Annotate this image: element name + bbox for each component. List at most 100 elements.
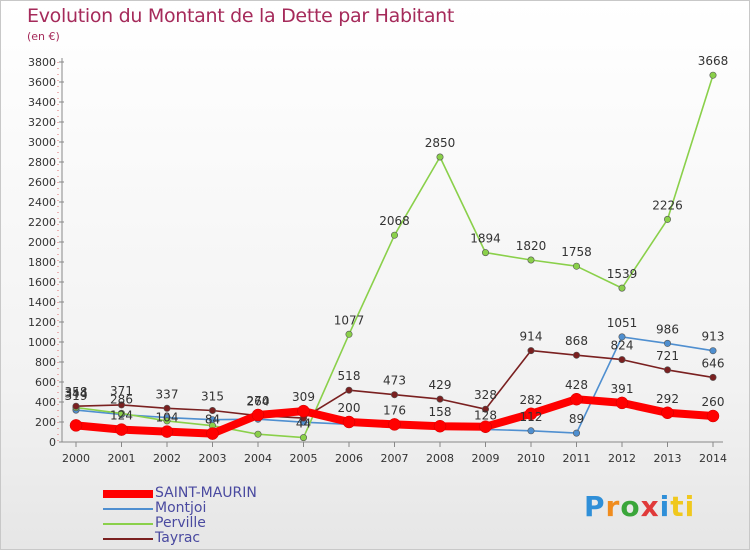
y-tick-label: 2800	[28, 156, 56, 169]
data-point	[572, 351, 580, 359]
data-point	[299, 434, 307, 442]
data-label: 319	[65, 389, 88, 403]
x-tick-label: 2014	[699, 452, 727, 465]
data-label: 124	[110, 409, 133, 423]
data-label: 868	[565, 334, 588, 348]
data-point	[481, 249, 489, 257]
data-label: 986	[656, 322, 679, 336]
data-label: 391	[611, 382, 634, 396]
legend-label: Montjoi	[155, 500, 207, 516]
legend-label: Perville	[155, 515, 206, 531]
proxiti-logo[interactable]: Proxiti	[584, 490, 696, 523]
data-label: 824	[611, 339, 634, 353]
x-tick-label: 2007	[381, 452, 409, 465]
data-point	[163, 404, 171, 412]
data-point	[342, 415, 356, 429]
data-point	[390, 231, 398, 239]
data-label: 344	[65, 387, 88, 401]
y-tick-label: 3800	[28, 56, 56, 69]
x-tick-label: 2011	[563, 452, 591, 465]
legend-label: Tayrac	[155, 530, 201, 546]
legend-item-perville[interactable]: Perville	[103, 515, 363, 531]
data-label: 264	[247, 395, 270, 409]
data-label: 429	[429, 378, 452, 392]
legend-item-montjoi[interactable]: Montjoi	[103, 500, 363, 516]
y-tick-label: 200	[35, 416, 56, 429]
x-tick-label: 2010	[517, 452, 545, 465]
data-point	[709, 347, 717, 355]
data-label: 104	[156, 411, 179, 425]
y-tick-label: 2000	[28, 236, 56, 249]
data-point	[618, 333, 626, 341]
data-point	[254, 430, 262, 438]
data-label: 1539	[607, 267, 638, 281]
data-label: 286	[110, 392, 133, 406]
data-label: 89	[569, 412, 584, 426]
y-tick-label: 2400	[28, 196, 56, 209]
data-label: 2850	[425, 136, 456, 150]
y-tick-label: 3000	[28, 136, 56, 149]
data-point	[527, 427, 535, 435]
data-point	[527, 347, 535, 355]
data-point	[663, 366, 671, 374]
legend-swatch-tayrac	[103, 538, 153, 540]
data-label: 1758	[561, 245, 592, 259]
data-label: 914	[520, 330, 543, 344]
legend-item-tayrac[interactable]: Tayrac	[103, 530, 363, 546]
y-tick-label: 3200	[28, 116, 56, 129]
data-label: 200	[338, 401, 361, 415]
data-label: 2068	[379, 214, 410, 228]
data-label: 128	[474, 408, 497, 422]
x-tick-label: 2009	[472, 452, 500, 465]
x-tick-label: 2004	[244, 452, 272, 465]
legend: SAINT-MAURIN Montjoi Perville Tayrac	[103, 485, 363, 546]
x-tick-label: 2000	[62, 452, 90, 465]
data-label: 84	[205, 413, 220, 427]
data-label: 328	[474, 388, 497, 402]
data-label: 44	[296, 417, 311, 431]
data-label: 270	[247, 394, 270, 408]
y-tick-label: 2200	[28, 216, 56, 229]
legend-swatch-montjoi	[103, 508, 153, 510]
legend-item-saint-maurin[interactable]: SAINT-MAURIN	[103, 485, 363, 501]
data-label: 282	[520, 393, 543, 407]
data-point	[572, 262, 580, 270]
data-label: 337	[156, 387, 179, 401]
data-label: 518	[338, 369, 361, 383]
y-tick-label: 800	[35, 356, 56, 369]
x-tick-label: 2012	[608, 452, 636, 465]
data-label: 646	[702, 356, 725, 370]
data-point	[69, 419, 83, 432]
data-point	[709, 71, 717, 79]
data-point	[297, 404, 310, 418]
data-point	[663, 215, 671, 223]
data-point	[618, 356, 626, 364]
data-label: 309	[292, 390, 315, 404]
data-point	[345, 386, 353, 394]
data-point	[527, 256, 535, 264]
data-label: 473	[383, 374, 406, 388]
data-label: 371	[110, 384, 133, 398]
data-point	[118, 409, 126, 417]
data-point	[481, 405, 489, 413]
x-tick-label: 2013	[654, 452, 682, 465]
data-point	[709, 373, 717, 381]
data-point	[618, 284, 626, 292]
data-label: 315	[201, 390, 224, 404]
x-tick-label: 2001	[108, 452, 136, 465]
data-point	[345, 330, 353, 338]
data-point	[524, 407, 538, 421]
data-label: 1894	[470, 232, 501, 246]
chart-unit: (en €)	[27, 30, 60, 43]
y-tick-label: 1800	[28, 256, 56, 269]
y-tick-label: 1600	[28, 276, 56, 289]
data-point	[163, 417, 171, 425]
data-point	[436, 153, 444, 161]
data-point	[570, 392, 583, 406]
data-label: 3668	[698, 54, 729, 68]
data-label: 176	[383, 403, 406, 417]
data-label: 292	[656, 392, 679, 406]
data-label: 721	[656, 349, 679, 363]
data-point	[115, 423, 128, 436]
legend-label: SAINT-MAURIN	[155, 485, 257, 501]
